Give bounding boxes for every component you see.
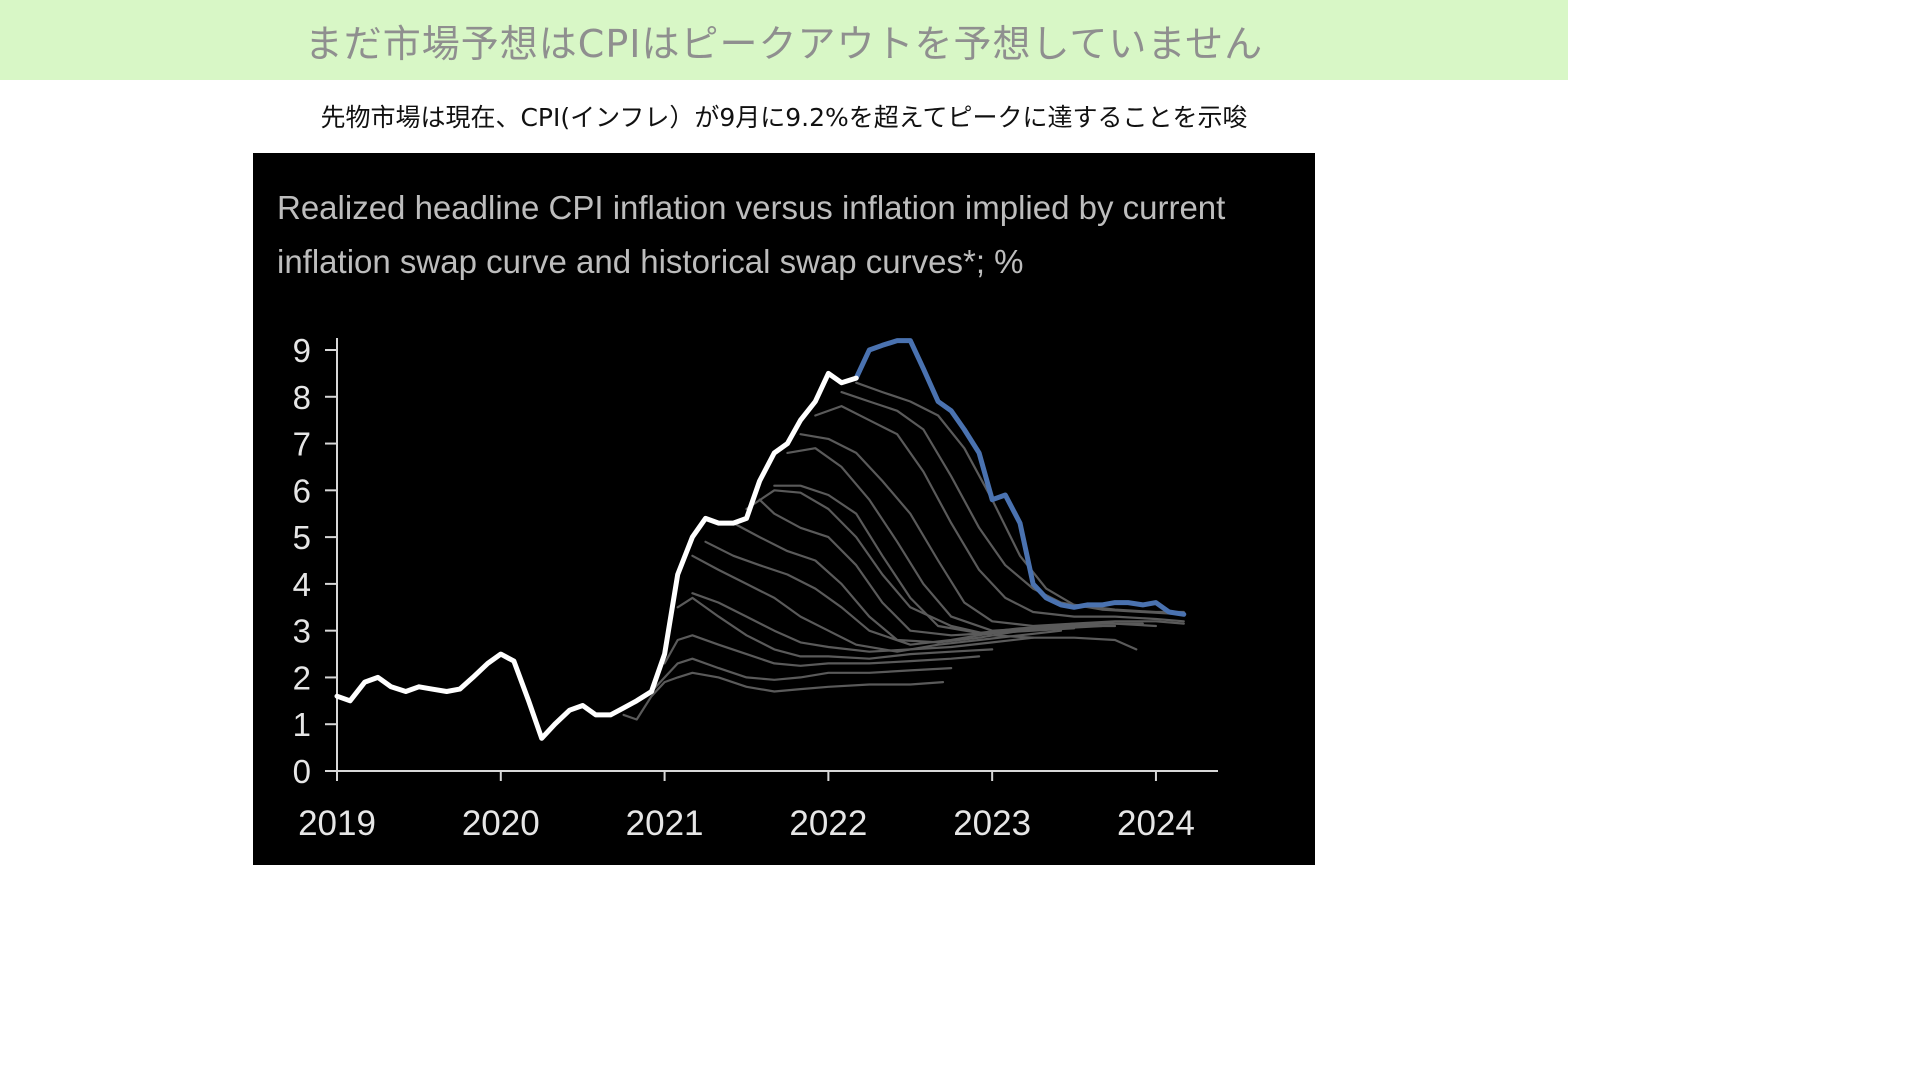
- historical-swap-curve: [691, 554, 1063, 653]
- y-tick-label: 9: [293, 332, 311, 369]
- historical-swap-curve: [799, 433, 1185, 628]
- historical-swap-curve: [732, 522, 1103, 644]
- historical-swap-curve: [650, 657, 953, 693]
- slide-subtitle: 先物市場は現在、CPI(インフレ）が9月に9.2%を超えてピークに達することを示…: [320, 103, 1248, 132]
- historical-swap-curve: [840, 391, 1185, 616]
- slide-title: まだ市場予想はCPIはピークアウトを予想していません: [304, 21, 1264, 66]
- y-tick-label: 0: [293, 753, 311, 790]
- x-tick-label: 2021: [626, 804, 704, 843]
- historical-swap-curve: [814, 405, 1185, 623]
- x-tick-label: 2022: [789, 804, 867, 843]
- y-tick-label: 1: [293, 706, 311, 743]
- y-tick-label: 5: [293, 519, 311, 556]
- x-tick-label: 2019: [298, 804, 376, 843]
- historical-swap-curve: [745, 489, 1138, 651]
- historical-swap-curve: [676, 596, 994, 660]
- x-tick-label: 2023: [953, 804, 1031, 843]
- x-tick-label: 2024: [1117, 804, 1195, 843]
- slide-banner: まだ市場予想はCPIはピークアウトを予想していません: [0, 0, 1568, 80]
- cpi-line-chart: 0 1 2 3 4 5 6 7 8 9 2019 2020 2021 2022 2023 2024: [293, 332, 1218, 843]
- historical-swap-curve: [663, 634, 981, 667]
- y-tick-label: 7: [293, 426, 311, 463]
- historical-swap-curve: [691, 592, 1035, 653]
- y-tick-label: 2: [293, 659, 311, 696]
- chart-title: Realized headline CPI inflation versus i…: [277, 189, 1226, 280]
- historical-swap-curve: [855, 381, 1185, 614]
- historical-swap-curve: [622, 671, 945, 721]
- realized-cpi-line: [334, 370, 859, 741]
- y-tick-label: 6: [293, 472, 311, 509]
- chart-panel: Realized headline CPI inflation versus i…: [253, 153, 1315, 865]
- current-swap-curve: [853, 338, 1187, 617]
- historical-swap-curve: [773, 484, 1144, 635]
- x-tick-label: 2020: [462, 804, 540, 843]
- y-tick-label: 3: [293, 613, 311, 650]
- y-tick-label: 8: [293, 379, 311, 416]
- y-tick-label: 4: [293, 566, 311, 603]
